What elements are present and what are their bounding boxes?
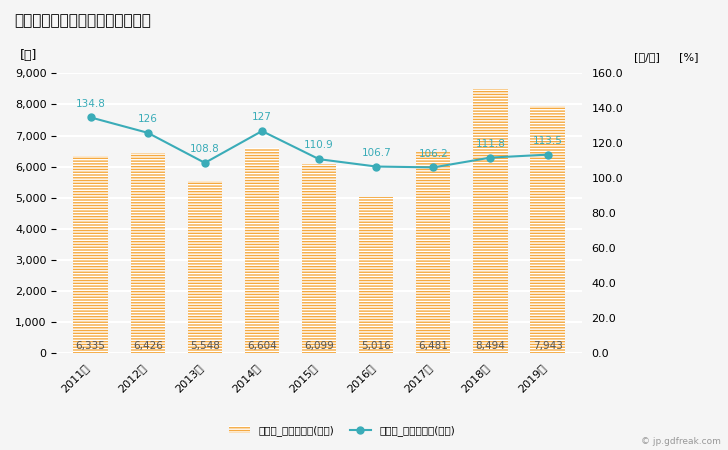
Text: 5,548: 5,548 <box>190 341 220 351</box>
Text: 127: 127 <box>252 112 272 122</box>
Text: 106.2: 106.2 <box>419 148 448 159</box>
Text: 126: 126 <box>138 114 158 124</box>
Text: 6,099: 6,099 <box>304 341 334 351</box>
Text: 7,943: 7,943 <box>533 341 563 351</box>
Bar <box>416 152 451 353</box>
Text: 108.8: 108.8 <box>190 144 220 154</box>
Text: [%]: [%] <box>679 52 699 62</box>
住宅用_平均床面積(右軸) <box>200 160 209 166</box>
住宅用_平均床面積(右軸) <box>543 152 552 158</box>
Text: [㎡/棟]: [㎡/棟] <box>634 52 660 62</box>
住宅用_平均床面積(右軸) <box>429 165 438 170</box>
Text: 134.8: 134.8 <box>76 99 106 108</box>
Text: [㎡]: [㎡] <box>20 49 37 62</box>
Bar <box>188 180 222 353</box>
Bar <box>473 89 507 353</box>
Text: 5,016: 5,016 <box>361 341 391 351</box>
Bar <box>531 106 565 353</box>
Line: 住宅用_平均床面積(右軸): 住宅用_平均床面積(右軸) <box>87 114 551 171</box>
住宅用_平均床面積(右軸) <box>314 157 323 162</box>
Text: 111.8: 111.8 <box>475 139 505 149</box>
Bar <box>359 197 393 353</box>
Text: 6,335: 6,335 <box>76 341 106 351</box>
住宅用_平均床面積(右軸) <box>143 130 152 135</box>
Text: 113.5: 113.5 <box>533 136 563 146</box>
Bar <box>302 163 336 353</box>
Bar <box>74 156 108 353</box>
Text: 住宅用建範物の床面積合計の推移: 住宅用建範物の床面積合計の推移 <box>15 14 151 28</box>
住宅用_平均床面積(右軸) <box>486 155 495 160</box>
Legend: 住宅用_床面積合計(左軸), 住宅用_平均床面積(右軸): 住宅用_床面積合計(左軸), 住宅用_平均床面積(右軸) <box>225 421 459 440</box>
住宅用_平均床面積(右軸) <box>372 164 381 169</box>
Text: © jp.gdfreak.com: © jp.gdfreak.com <box>641 436 721 446</box>
住宅用_平均床面積(右軸) <box>86 115 95 120</box>
Text: 6,604: 6,604 <box>247 341 277 351</box>
Bar <box>130 153 165 353</box>
Text: 110.9: 110.9 <box>304 140 334 150</box>
Bar <box>245 148 279 353</box>
Text: 6,426: 6,426 <box>132 341 162 351</box>
住宅用_平均床面積(右軸) <box>258 128 266 134</box>
Text: 8,494: 8,494 <box>475 341 505 351</box>
Text: 6,481: 6,481 <box>419 341 448 351</box>
Text: 106.7: 106.7 <box>361 148 391 158</box>
